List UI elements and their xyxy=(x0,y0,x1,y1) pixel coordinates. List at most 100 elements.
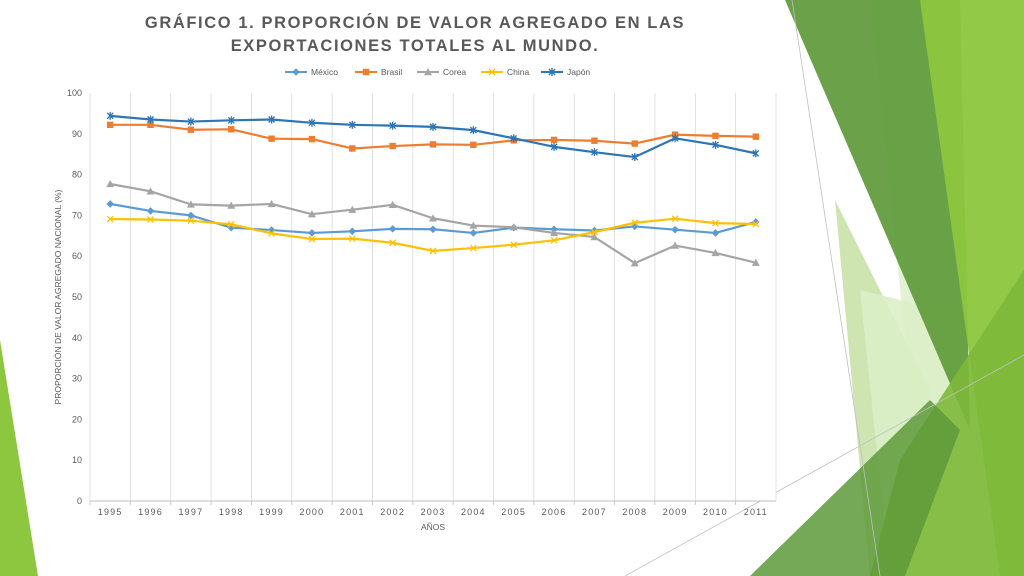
data-point xyxy=(712,219,719,227)
x-tick-label: 1996 xyxy=(138,507,163,517)
x-tick-label: 1999 xyxy=(259,507,284,517)
legend-item: China xyxy=(481,67,529,77)
data-point xyxy=(348,120,356,129)
y-tick-label: 10 xyxy=(72,455,82,465)
data-point xyxy=(227,116,235,125)
x-tick-label: 2005 xyxy=(501,507,526,517)
data-point xyxy=(146,187,155,195)
data-point xyxy=(429,247,437,255)
chart-title: GRÁFICO 1. PROPORCIÓN DE VALOR AGREGADO … xyxy=(144,14,686,55)
data-point xyxy=(631,140,638,147)
data-point xyxy=(267,199,276,208)
data-point xyxy=(147,115,154,124)
data-point xyxy=(186,200,195,208)
data-point xyxy=(671,225,679,234)
data-point xyxy=(712,140,719,149)
data-point xyxy=(147,216,154,223)
data-point xyxy=(590,228,598,236)
data-point xyxy=(227,220,235,228)
data-point xyxy=(671,134,679,143)
data-point xyxy=(187,117,195,126)
data-point xyxy=(752,133,760,140)
y-axis-ticks: 0 10 20 30 40 50 60 70 80 90 100 xyxy=(67,88,82,506)
legend-item: Brasil xyxy=(355,67,402,77)
data-point xyxy=(550,136,558,144)
y-tick-label: 80 xyxy=(72,170,82,180)
data-point xyxy=(106,121,114,129)
data-point xyxy=(106,111,114,120)
data-point xyxy=(510,241,518,249)
deco-dark-top xyxy=(785,0,970,430)
data-point xyxy=(429,225,437,234)
x-tick-label: 2009 xyxy=(663,507,688,517)
y-tick-label: 20 xyxy=(72,414,82,424)
deco-thin-line xyxy=(624,354,1024,576)
data-point xyxy=(106,215,114,223)
legend-marker xyxy=(292,68,300,76)
data-point xyxy=(187,211,195,220)
data-point xyxy=(711,248,720,257)
data-point xyxy=(630,259,639,267)
data-point xyxy=(671,215,679,223)
data-point xyxy=(591,137,598,144)
data-point xyxy=(590,148,598,157)
legend-label: México xyxy=(311,67,338,77)
data-point xyxy=(671,241,680,249)
x-tick-label: 2011 xyxy=(744,507,768,517)
data-point xyxy=(469,244,477,252)
legend-item: Corea xyxy=(417,67,466,77)
data-point xyxy=(106,179,115,188)
data-point xyxy=(550,142,558,151)
data-point xyxy=(712,132,719,140)
y-axis-title: PROPORCIÓN DE VALOR AGREGADO NACIONAL (%… xyxy=(53,189,63,404)
data-point xyxy=(389,142,396,150)
data-point xyxy=(550,228,559,237)
x-tick-label: 2000 xyxy=(300,507,325,517)
data-point xyxy=(752,149,760,158)
y-tick-label: 60 xyxy=(72,251,82,261)
legend-item: México xyxy=(285,67,338,77)
legend-marker xyxy=(362,68,370,76)
x-axis-ticks: 1995 1996 1997 1998 1999 2000 2001 2002 2003 2004… xyxy=(89,501,768,517)
legend: México Brasil Corea China Japón xyxy=(285,67,590,77)
data-point xyxy=(389,121,397,130)
legend-marker xyxy=(488,68,496,76)
data-point xyxy=(388,225,397,233)
x-tick-label: 2008 xyxy=(622,507,647,517)
data-point xyxy=(469,229,478,237)
data-point xyxy=(268,135,275,142)
x-tick-label: 2001 xyxy=(340,507,365,517)
data-point xyxy=(711,229,720,237)
data-point xyxy=(388,200,397,208)
data-point xyxy=(268,115,276,124)
series-group xyxy=(106,111,760,267)
legend-label: Corea xyxy=(443,67,466,77)
gridlines xyxy=(89,93,777,501)
deco-left-sliver xyxy=(0,340,38,576)
data-point xyxy=(550,236,558,244)
x-tick-label: 1997 xyxy=(178,507,203,517)
legend-label: China xyxy=(507,67,529,77)
series-Corea xyxy=(106,179,760,267)
data-point xyxy=(187,126,195,133)
data-point xyxy=(348,235,356,243)
x-axis-title: AÑOS xyxy=(421,522,445,532)
y-tick-label: 70 xyxy=(72,210,82,220)
data-point xyxy=(429,214,437,222)
legend-item: Japón xyxy=(541,67,590,77)
x-tick-label: 2002 xyxy=(380,507,405,517)
data-point xyxy=(228,126,235,133)
data-point xyxy=(631,219,639,227)
data-point xyxy=(187,217,195,225)
data-point xyxy=(752,220,760,228)
y-tick-label: 40 xyxy=(72,333,82,343)
x-tick-label: 2010 xyxy=(703,507,728,517)
data-point xyxy=(268,229,276,237)
y-tick-label: 0 xyxy=(77,496,82,506)
plot-area xyxy=(90,93,776,501)
data-point xyxy=(308,235,316,243)
data-point xyxy=(267,226,276,234)
